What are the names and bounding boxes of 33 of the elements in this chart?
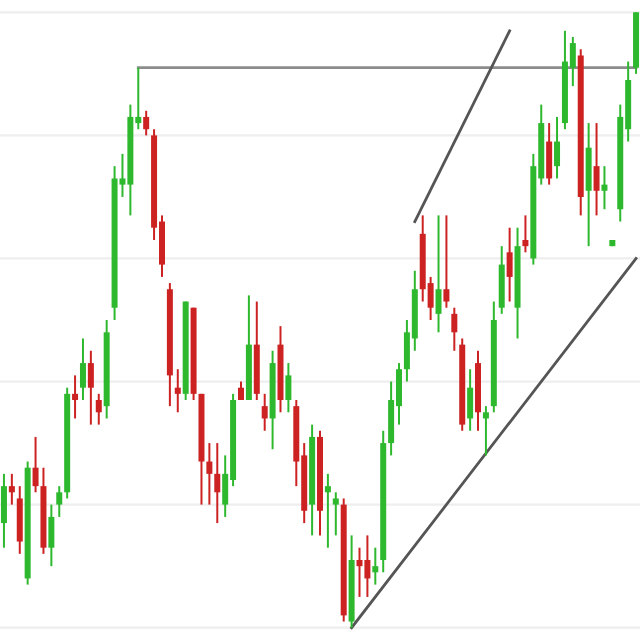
candlestick [482,405,489,457]
candlestick [467,368,474,432]
candlestick [285,362,292,414]
candlestick [324,472,331,549]
candlestick [372,546,379,586]
candlestick [506,226,513,303]
candlestick [56,485,63,518]
candlestick [498,245,505,315]
candlestick [261,392,268,432]
candlestick [585,122,592,248]
candlestick [593,122,600,217]
candlestick [332,491,339,537]
candlestick [356,546,363,598]
candlestick [48,503,55,568]
candlestick [214,442,221,525]
candlestick [206,442,213,506]
candlestick [8,472,15,506]
candlestick [95,392,102,426]
candlestick [601,165,608,211]
candlestick [143,109,150,137]
candlestick [0,472,7,549]
candlestick [16,485,23,555]
candlestick [87,349,94,426]
candlestick [79,337,86,401]
candlestick [451,306,458,352]
candlestick [435,214,442,334]
candlestick [174,368,181,414]
candlestick [72,374,79,420]
candlestick [364,534,371,598]
candlestick [554,115,561,180]
candlestick [443,214,450,309]
candlestick [546,122,553,186]
candlestick [522,214,529,254]
